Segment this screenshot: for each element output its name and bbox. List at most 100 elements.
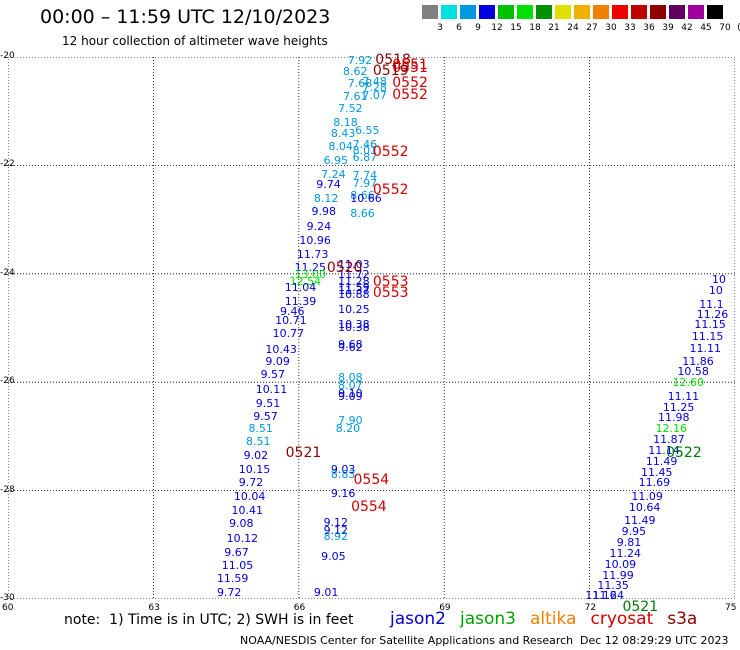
wave-height-value: 11.04 <box>284 281 317 295</box>
wave-height-value: 10 <box>708 284 723 298</box>
wave-height-value: 8.18 <box>333 116 358 130</box>
wave-height-value: 6.87 <box>352 151 378 165</box>
wave-height-value: 9.08 <box>229 517 254 531</box>
track-time-label: 0518 <box>375 51 411 68</box>
colorbar-label: 21 <box>548 23 560 33</box>
wave-height-value: 9.02 <box>243 449 269 463</box>
colorbar-swatch <box>669 5 685 19</box>
satellite-legend: jason2 jason3 altika cryosat s3a <box>390 609 711 629</box>
wave-height-value: 9.67 <box>224 545 249 559</box>
wave-height-value: 8.04 <box>328 140 353 154</box>
wave-height-value: 11.49 <box>645 454 678 468</box>
wave-height-value: 9.98 <box>311 205 336 219</box>
wave-height-value: 9.12 <box>323 524 349 538</box>
wave-height-value: 8.92 <box>323 529 349 543</box>
colorbar-label: 30 <box>605 23 617 33</box>
note-text: note: 1) Time is in UTC; 2) SWH is in fe… <box>64 612 354 628</box>
track-time-label: 0552 <box>372 181 409 198</box>
colorbar-swatch <box>574 5 590 19</box>
track-time-label: 0552 <box>392 86 428 103</box>
lat-tick-label: -24 <box>0 267 15 278</box>
track-time-label: 0551 <box>392 59 428 76</box>
lon-tick-label: 63 <box>148 603 160 613</box>
wave-height-value: 10.58 <box>677 365 709 379</box>
wave-height-value: 7.52 <box>338 102 363 116</box>
wave-height-value: 7.92 <box>347 53 373 67</box>
wave-height-value: 9.24 <box>306 220 332 234</box>
wave-height-value: 9.81 <box>616 536 642 550</box>
track-time-label: 0554 <box>353 471 390 488</box>
colorbar-swatch <box>650 5 666 19</box>
wave-height-value: 10.64 <box>628 500 661 514</box>
track-time-label: 0522 <box>666 444 702 461</box>
track-time-label: 0521 <box>622 599 659 616</box>
wave-height-value: 11.16 <box>585 589 617 602</box>
wave-height-value: 11.24 <box>592 589 625 602</box>
wave-height-value: 12.54 <box>289 274 322 288</box>
wave-height-value: 9.68 <box>338 338 363 352</box>
track-time-label: 0552 <box>392 75 428 92</box>
lon-tick-label: 75 <box>725 603 737 613</box>
wave-height-value: 9.12 <box>323 516 349 530</box>
wave-height-value: 11.87 <box>653 433 685 447</box>
wave-height-value: 9.01 <box>313 585 339 599</box>
colorbar-label: 18 <box>529 23 541 33</box>
wave-height-value: 8.43 <box>330 126 356 140</box>
colorbar-label: 6 <box>456 23 462 33</box>
wave-height-value: 7.74 <box>352 168 378 182</box>
colorbar-label: 27 <box>586 23 598 33</box>
map-subtitle: 12 hour collection of altimeter wave hei… <box>62 34 328 48</box>
wave-height-value: 11.14 <box>648 443 680 457</box>
wave-height-value: 9.05 <box>321 549 346 563</box>
wave-height-value: 7.68 <box>347 77 373 91</box>
colorbar-swatch <box>688 5 704 19</box>
colorbar-swatch <box>441 5 457 19</box>
wave-height-value: 11.39 <box>284 294 317 308</box>
wave-height-value: 9.62 <box>338 340 363 354</box>
colorbar-swatch <box>479 5 495 19</box>
wave-height-value: 10.96 <box>299 234 331 248</box>
colorbar-swatch <box>498 5 514 19</box>
wave-height-value: 7.24 <box>321 167 346 181</box>
legend-item-s3a: s3a <box>667 609 698 629</box>
wave-height-value: 9.51 <box>255 396 281 410</box>
wave-height-value: 8.51 <box>246 434 271 448</box>
colorbar-label: 39 <box>662 23 674 33</box>
wave-height-value: 11.49 <box>624 514 656 528</box>
wave-height-value: 11.24 <box>609 546 642 560</box>
wave-height-value: 11.15 <box>694 318 726 332</box>
colorbar-swatch <box>631 5 647 19</box>
wave-height-value: 10.11 <box>255 383 288 397</box>
wave-height-value: 11.59 <box>338 281 370 295</box>
wave-height-value: 10.25 <box>338 303 370 317</box>
legend-item-cryosat: cryosat <box>590 609 654 629</box>
wave-height-value: 7.97 <box>352 177 378 191</box>
wave-height-value: 11.25 <box>294 261 326 275</box>
wave-height-value: 12.16 <box>655 422 688 436</box>
wave-height-value: 9.09 <box>265 354 290 368</box>
colorbar-label: 3 <box>437 23 443 33</box>
colorbar-label: 70 <box>719 23 731 33</box>
wave-height-value: 9.03 <box>330 462 356 476</box>
legend-item-altika: altika <box>530 609 577 629</box>
wave-height-value: 6.55 <box>355 124 380 138</box>
wave-height-value: 8.01 <box>352 144 378 158</box>
timestamp: Dec 12 08:29:29 UTC 2023 <box>580 634 729 647</box>
wave-height-value: 9.74 <box>316 178 341 192</box>
wave-height-value: 12.60 <box>672 376 705 390</box>
wave-height-value: 8.66 <box>350 189 375 203</box>
wave-height-value: 10.77 <box>272 327 305 341</box>
wave-height-value: 11.86 <box>682 354 714 368</box>
wave-height-value: 9.57 <box>253 410 278 424</box>
wave-height-value: 11.69 <box>638 476 671 490</box>
legend-item-jason2: jason2 <box>390 609 446 629</box>
colorbar-swatch <box>460 5 476 19</box>
track-time-label: 0553 <box>372 284 409 301</box>
wave-height-value: 11.15 <box>691 330 724 344</box>
colorbar-label: 15 <box>510 23 522 33</box>
wave-height-value: 8.08 <box>338 370 363 384</box>
wave-height-value: 8.07 <box>338 378 363 392</box>
lat-tick-label: -20 <box>0 51 15 61</box>
wave-height-value: 11.35 <box>597 579 629 593</box>
track-time-label: 0521 <box>285 444 322 461</box>
